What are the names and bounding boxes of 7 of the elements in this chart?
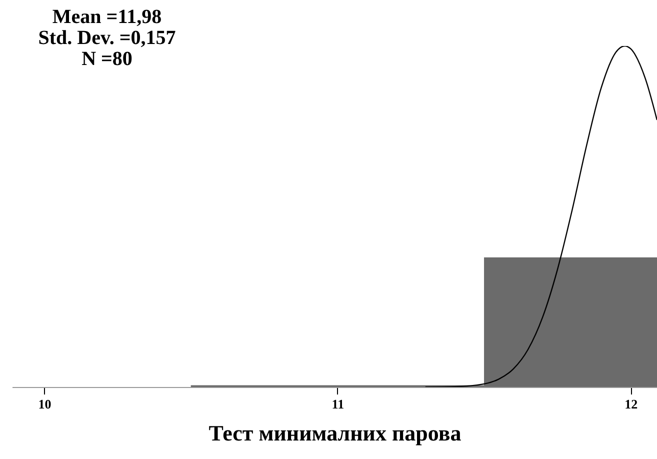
- x-tick-label: 12: [624, 396, 638, 412]
- text: Mean =11,98: [52, 6, 162, 28]
- annotation: Std. Dev. =0,157: [38, 27, 176, 49]
- x-tick-label: 10: [38, 396, 52, 412]
- annotation: N =80: [82, 48, 132, 70]
- x-tick-label: 11: [332, 396, 344, 412]
- x-axis-title: Тест минималних парова: [208, 420, 462, 446]
